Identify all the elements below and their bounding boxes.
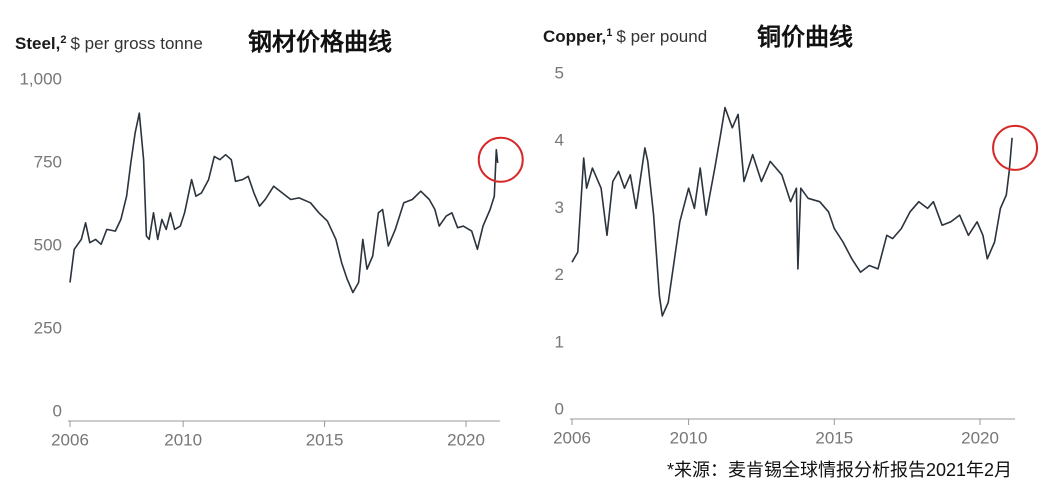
x-tick-label: 2010 [164,430,202,449]
highlight-circle [992,124,1039,171]
x-tick-label: 2020 [447,430,485,449]
y-tick-label: 4 [555,131,564,150]
unit: $ per pound [616,27,707,46]
y-tick-label: 500 [34,235,62,254]
x-tick-label: 2006 [553,428,591,447]
title-main: Copper, [543,27,606,46]
x-tick-label: 2015 [306,430,344,449]
y-tick-label: 1,000 [19,69,62,88]
title-note: 2 [60,34,66,46]
price-line [571,106,1013,317]
title-note: 1 [606,27,612,39]
highlight-circle [477,136,524,183]
x-tick-label: 2006 [51,430,89,449]
x-tick-label: 2015 [815,428,853,447]
y-tick-label: 0 [555,399,564,418]
chart-title: Copper,1 $ per pound [543,27,707,46]
x-tick-label: 2010 [670,428,708,447]
unit: $ per gross tonne [70,34,202,53]
y-tick-label: 2 [555,265,564,284]
y-tick-label: 250 [34,318,62,337]
y-tick-label: 1 [555,332,564,351]
y-tick-label: 3 [555,198,564,217]
y-tick-label: 0 [53,401,62,420]
annotation: 钢材价格曲线 [248,29,392,56]
title-main: Steel, [15,34,60,53]
x-tick-label: 2020 [961,428,999,447]
annotation: 铜价曲线 [757,24,853,51]
price-line [69,112,499,294]
y-tick-label: 5 [555,63,564,82]
y-tick-label: 750 [34,152,62,171]
footnote: *来源：麦肯锡全球情报分析报告2021年2月 [667,460,1012,480]
chart-title: Steel,2 $ per gross tonne [15,34,203,53]
